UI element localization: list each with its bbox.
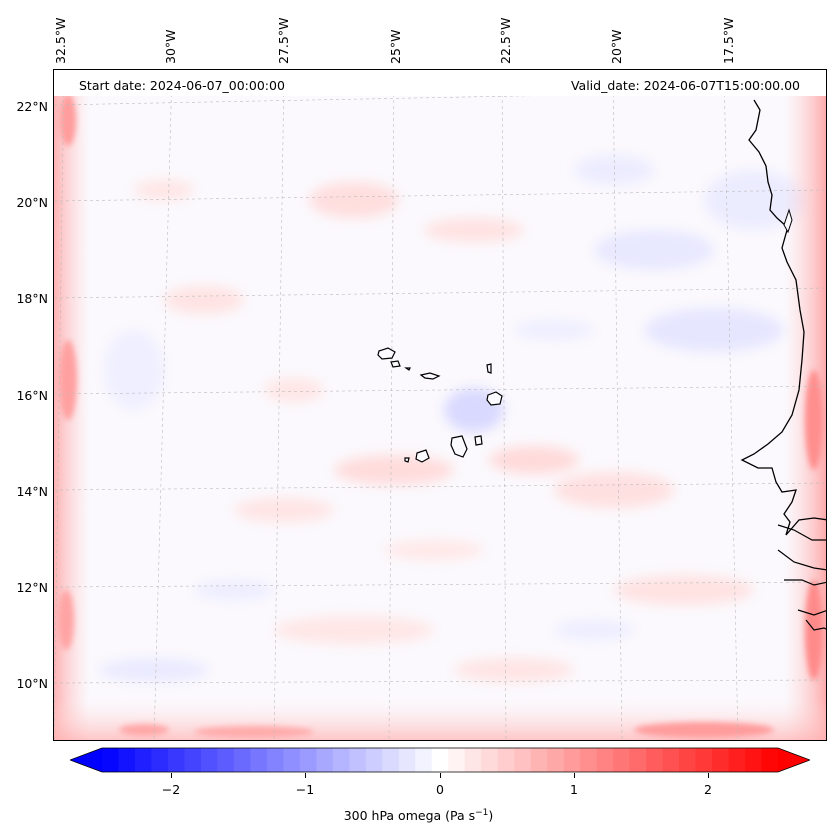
- lon-label-25w: 25°W: [388, 29, 403, 64]
- map-panel[interactable]: Start date: 2024-06-07_00:00:00 Valid_da…: [53, 69, 827, 741]
- colorbar-segment: [118, 748, 136, 772]
- colorbar-segment: [464, 748, 482, 772]
- colorbar-segment: [332, 748, 350, 772]
- colorbar-segment: [134, 748, 153, 772]
- island-sao-nicolau: [419, 372, 441, 380]
- colorbar-segment: [728, 748, 746, 772]
- colorbar-segment: [299, 748, 317, 772]
- colorbar-segment: [250, 748, 268, 772]
- colorbar-segment: [200, 748, 219, 772]
- colorbar-segment: [745, 748, 763, 772]
- colorbar-segment: [398, 748, 416, 772]
- valid-date-label: Valid_date: 2024-06-07T15:00:00.00: [570, 78, 800, 93]
- lon-label-32.5w: 32.5°W: [53, 17, 68, 64]
- field-background: [54, 70, 826, 740]
- colorbar-tick-label: 0: [436, 782, 444, 797]
- colorbar-label: 300 hPa omega (Pa s−1): [343, 808, 494, 824]
- lat-label-20n: 20°N: [16, 195, 48, 210]
- colorbar-segment: [497, 748, 515, 772]
- island-boa-vista: [486, 391, 503, 406]
- island-maio: [474, 435, 483, 446]
- colorbar: [70, 747, 810, 773]
- lon-label-27.5w: 27.5°W: [276, 17, 291, 64]
- colorbar-segment: [695, 748, 713, 772]
- island-sao-vicente: [390, 360, 401, 368]
- colorbar-segment: [596, 748, 614, 772]
- colorbar-segment: [415, 748, 433, 772]
- lon-label-22.5w: 22.5°W: [498, 17, 513, 64]
- colorbar-segment: [448, 748, 466, 772]
- lat-label-10n: 10°N: [16, 676, 48, 691]
- lon-label-17.5w: 17.5°W: [721, 17, 736, 64]
- start-date-label: Start date: 2024-06-07_00:00:00: [79, 78, 285, 93]
- colorbar-segment: [365, 748, 383, 772]
- colorbar-segment: [662, 748, 680, 772]
- island-sal: [486, 363, 492, 374]
- colorbar-segment: [530, 748, 548, 772]
- colorbar-outline: [70, 747, 810, 773]
- colorbar-tickmark: [171, 773, 172, 778]
- colorbar-segment: [233, 748, 251, 772]
- colorbar-segment: [563, 748, 581, 772]
- lat-label-22n: 22°N: [16, 99, 48, 114]
- colorbar-max-extend: [778, 748, 810, 772]
- colorbar-segment: [712, 748, 730, 772]
- colorbar-tick-label: 1: [570, 782, 578, 797]
- colorbar-segment: [349, 748, 367, 772]
- lat-label-14n: 14°N: [16, 484, 48, 499]
- colorbar-segment: [316, 748, 334, 772]
- lat-label-12n: 12°N: [16, 580, 48, 595]
- colorbar-tickmark: [574, 773, 575, 778]
- island-santo-antao: [377, 347, 396, 360]
- omega-field-map: [54, 70, 826, 740]
- lon-label-20w: 20°W: [609, 29, 624, 64]
- lat-label-18n: 18°N: [16, 291, 48, 306]
- colorbar-tickmark: [708, 773, 709, 778]
- africa-coastline-south: [777, 524, 826, 631]
- lon-label-30w: 30°W: [163, 29, 178, 64]
- colorbar-tick-label: −2: [161, 782, 181, 797]
- colorbar-segment: [761, 748, 779, 772]
- island-fogo: [415, 449, 430, 463]
- colorbar-segment: [382, 748, 400, 772]
- colorbar-segment: [679, 748, 697, 772]
- colorbar-segment: [266, 748, 284, 772]
- colorbar-segment: [431, 748, 449, 772]
- colorbar-segment: [184, 748, 202, 772]
- africa-coastline: [740, 99, 826, 536]
- coastal-inlet: [783, 208, 793, 234]
- colorbar-tickmark: [305, 773, 306, 778]
- island-santa-luzia: [404, 367, 411, 371]
- colorbar-segment: [481, 748, 499, 772]
- colorbar-segment: [151, 748, 169, 772]
- colorbar-segment: [217, 748, 235, 772]
- colorbar-segment: [102, 748, 120, 772]
- island-brava: [404, 457, 410, 463]
- colorbar-tick-label: 2: [704, 782, 712, 797]
- graticule: [54, 70, 826, 740]
- colorbar-segment: [580, 748, 598, 772]
- lat-label-16n: 16°N: [16, 388, 48, 403]
- colorbar-segment: [629, 748, 647, 772]
- colorbar-segment: [167, 748, 186, 772]
- colorbar-tickmark: [440, 773, 441, 778]
- colorbar-min-extend: [70, 748, 102, 772]
- island-santiago: [450, 435, 468, 458]
- colorbar-segment: [646, 748, 664, 772]
- colorbar-segment: [547, 748, 565, 772]
- colorbar-tick-label: −1: [295, 782, 315, 797]
- cape-verde-islands: [377, 347, 503, 463]
- edge-hotspots: [58, 94, 823, 738]
- colorbar-segment: [514, 748, 532, 772]
- colorbar-segment: [613, 748, 631, 772]
- header-band: [54, 70, 826, 96]
- colorbar-segment: [283, 748, 301, 772]
